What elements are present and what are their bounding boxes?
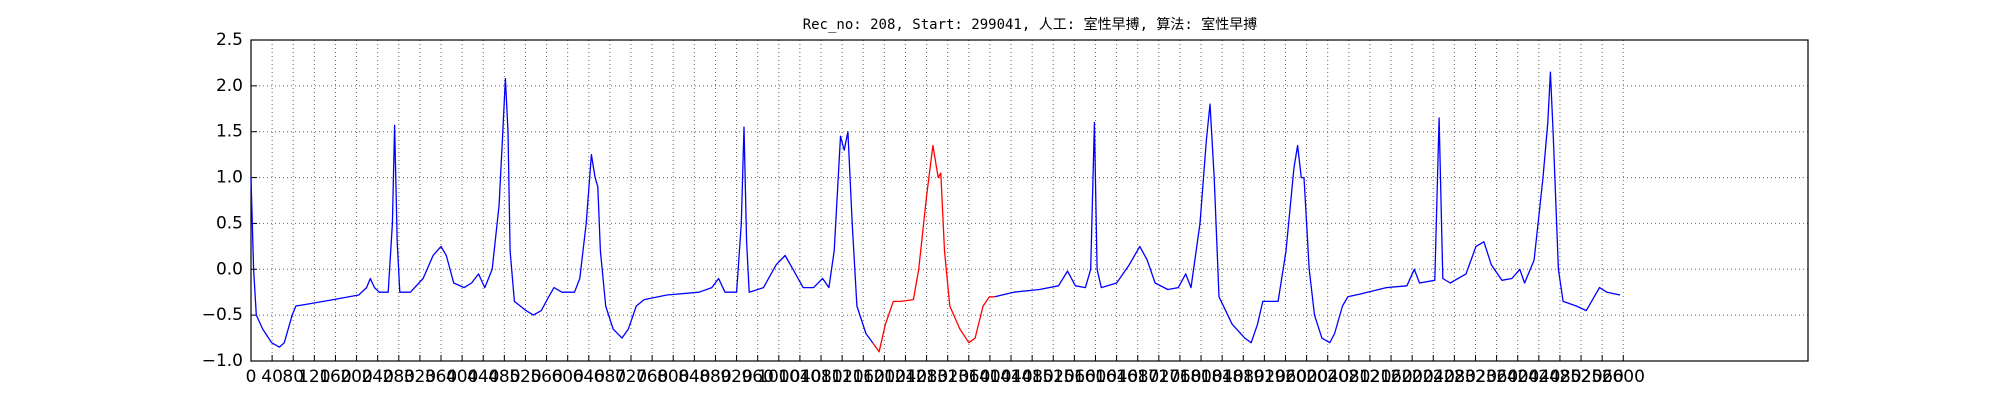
y-tick-label: 1.0 — [216, 168, 243, 188]
x-tick-label: 2440 — [1517, 367, 1560, 387]
x-tick-label: 80 — [282, 367, 304, 387]
x-tick-label: 1680 — [1116, 367, 1159, 387]
y-tick-label: 2.5 — [216, 30, 243, 50]
y-tick-label: −1.0 — [202, 351, 243, 371]
x-tick-label: 520 — [509, 367, 541, 387]
x-tick-label: 1800 — [1179, 367, 1222, 387]
x-tick-label: 560 — [530, 367, 562, 387]
x-tick-label: 200 — [340, 367, 372, 387]
ecg-line — [994, 71, 1621, 344]
x-tick-label: 760 — [636, 367, 668, 387]
x-tick-label: 1520 — [1032, 367, 1075, 387]
x-tick-label: 2600 — [1602, 367, 1645, 387]
plot-frame — [250, 39, 1809, 362]
x-tick-label: 440 — [467, 367, 499, 387]
y-tick-label: 0.5 — [216, 213, 243, 233]
x-tick-label: 2400 — [1496, 367, 1539, 387]
x-tick-label: 600 — [551, 367, 583, 387]
x-tick-label: 1360 — [947, 367, 990, 387]
x-tick-label: 0 — [246, 367, 257, 387]
x-tick-label: 1280 — [905, 367, 948, 387]
x-tick-label: 2560 — [1581, 367, 1624, 387]
x-tick-label: 1440 — [989, 367, 1032, 387]
x-tick-label: 2000 — [1285, 367, 1328, 387]
y-tick-label: 0.0 — [216, 259, 243, 279]
x-tick-label: 2120 — [1348, 367, 1391, 387]
x-tick-label: 1760 — [1158, 367, 1201, 387]
x-tick-label: 1920 — [1243, 367, 1286, 387]
x-tick-label: 1160 — [842, 367, 885, 387]
x-tick-label: 640 — [573, 367, 605, 387]
x-tick-label: 2360 — [1475, 367, 1518, 387]
x-tick-label: 2080 — [1327, 367, 1370, 387]
x-tick-label: 2520 — [1559, 367, 1602, 387]
x-tick-label: 1120 — [820, 367, 863, 387]
x-tick-label: 1080 — [799, 367, 842, 387]
x-tick-label: 1640 — [1095, 367, 1138, 387]
x-tick-label: 1720 — [1137, 367, 1180, 387]
x-tick-label: 800 — [657, 367, 689, 387]
x-tick-label: 480 — [488, 367, 520, 387]
x-tick-label: 2040 — [1306, 367, 1349, 387]
x-tick-label: 840 — [678, 367, 710, 387]
y-tick-label: 1.5 — [216, 122, 243, 142]
x-tick-label: 1880 — [1222, 367, 1265, 387]
x-tick-label: 880 — [699, 367, 731, 387]
x-tick-label: 280 — [383, 367, 415, 387]
ecg-line — [872, 144, 995, 353]
x-tick-label: 1840 — [1201, 367, 1244, 387]
x-tick-label: 2160 — [1369, 367, 1412, 387]
x-tick-label: 40 — [261, 367, 283, 387]
x-tick-label: 240 — [361, 367, 393, 387]
x-tick-label: 960 — [741, 367, 773, 387]
x-tick-label: 320 — [404, 367, 436, 387]
x-tick-label: 2200 — [1391, 367, 1434, 387]
y-tick-label: −0.5 — [202, 305, 243, 325]
x-tick-label: 1320 — [926, 367, 969, 387]
x-tick-label: 680 — [594, 367, 626, 387]
x-tick-label: 1600 — [1074, 367, 1117, 387]
x-tick-label: 1240 — [884, 367, 927, 387]
chart-title: Rec_no: 208, Start: 299041, 人工: 室性早搏, 算法… — [803, 16, 1258, 33]
x-tick-label: 1200 — [863, 367, 906, 387]
x-tick-label: 360 — [425, 367, 457, 387]
x-tick-label: 1040 — [778, 367, 821, 387]
x-tick-label: 400 — [446, 367, 478, 387]
ecg-line — [250, 77, 874, 348]
x-tick-label: 2240 — [1412, 367, 1455, 387]
x-tick-label: 2280 — [1433, 367, 1476, 387]
x-tick-label: 1960 — [1264, 367, 1307, 387]
x-tick-label: 120 — [298, 367, 330, 387]
y-tick-label: 2.0 — [216, 76, 243, 96]
x-tick-label: 1560 — [1053, 367, 1096, 387]
x-tick-label: 1400 — [968, 367, 1011, 387]
x-tick-label: 160 — [319, 367, 351, 387]
x-tick-label: 1000 — [757, 367, 800, 387]
x-tick-label: 2480 — [1538, 367, 1581, 387]
x-tick-label: 2320 — [1454, 367, 1497, 387]
x-tick-label: 1480 — [1011, 367, 1054, 387]
x-tick-label: 920 — [720, 367, 752, 387]
x-tick-label: 720 — [615, 367, 647, 387]
